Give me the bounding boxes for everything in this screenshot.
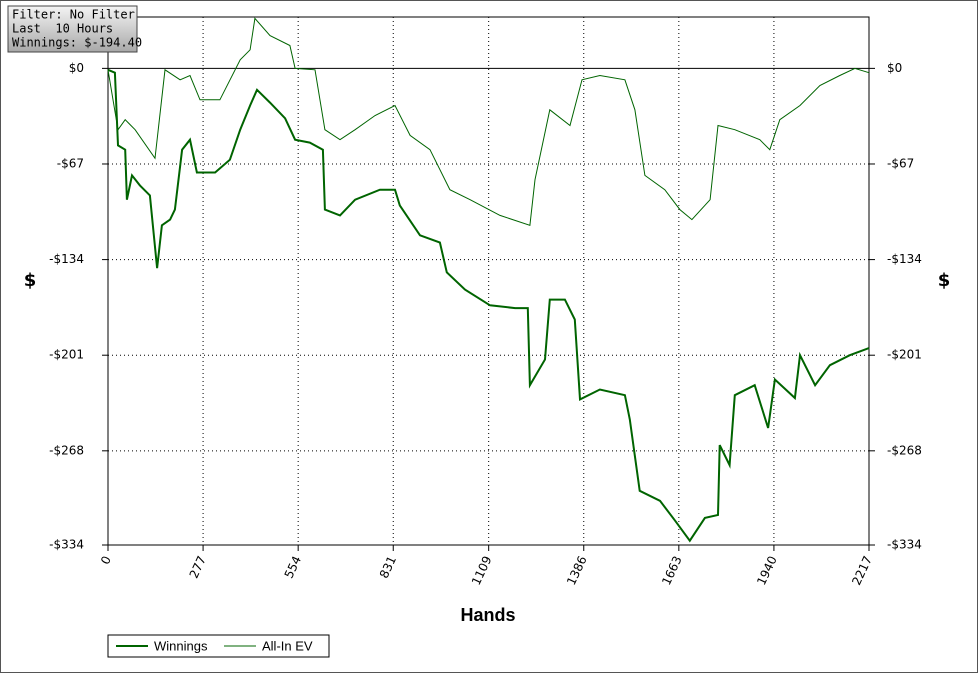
y-tick-label: -$334	[49, 538, 84, 552]
y-tick-label: -$67	[57, 156, 84, 170]
info-line: Filter: No Filter	[12, 8, 135, 22]
y2-tick-label: -$134	[887, 252, 922, 266]
y2-tick-label: -$334	[887, 538, 922, 552]
series-line	[107, 17, 870, 226]
y-tick-label: -$268	[49, 443, 84, 457]
y2-tick-label: -$201	[887, 348, 922, 362]
info-line: Winnings: $-194.40	[12, 36, 142, 50]
y-tick-label: $0	[69, 61, 84, 75]
y-axis-title: $	[24, 270, 37, 291]
info-line: Last 10 Hours	[12, 22, 113, 36]
legend	[107, 634, 330, 658]
y-tick-label: -$201	[49, 348, 84, 362]
y2-tick-label: $0	[887, 61, 902, 75]
info-box	[7, 5, 138, 53]
series-line	[107, 68, 870, 543]
y2-axis-title: $	[938, 270, 951, 291]
y2-tick-label: -$268	[887, 443, 922, 457]
y2-tick-label: -$67	[887, 156, 914, 170]
x-axis-title: Hands	[460, 605, 515, 625]
legend-label: Winnings	[154, 638, 208, 653]
legend-label: All-In EV	[262, 638, 313, 653]
y-tick-label: -$134	[49, 252, 84, 266]
